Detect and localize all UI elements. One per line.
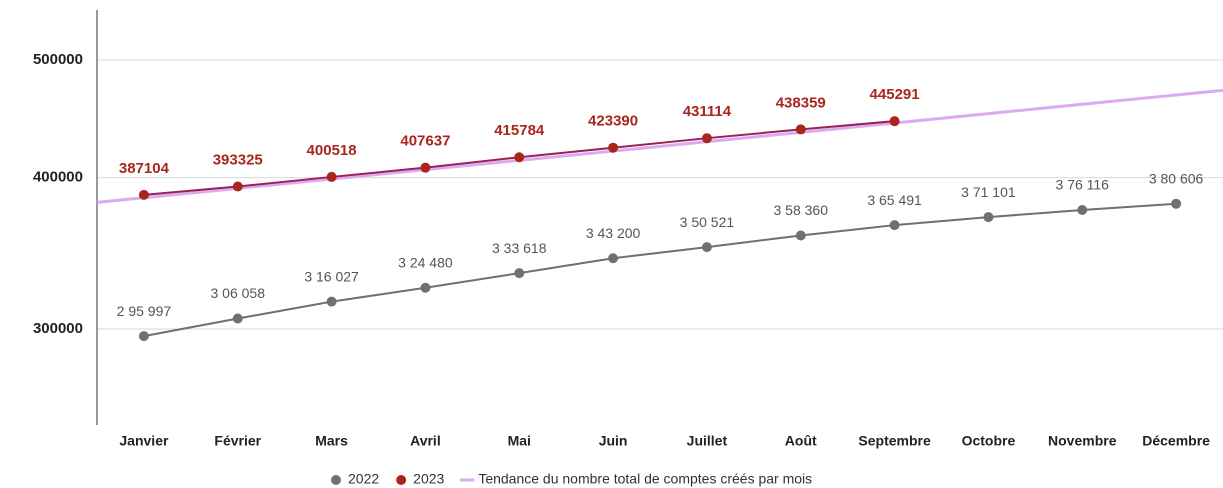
data-label: 438359	[776, 94, 826, 111]
point	[232, 313, 243, 324]
point	[232, 181, 243, 192]
data-label: 3 50 521	[680, 214, 735, 230]
data-label: 3 76 116	[1056, 177, 1110, 193]
trend-line	[96, 88, 1223, 204]
data-label: 393325	[213, 151, 263, 168]
point	[795, 230, 806, 241]
data-label: 445291	[870, 86, 920, 103]
data-label: 415784	[494, 122, 545, 139]
data-label: 3 58 360	[774, 202, 829, 218]
legend-marker	[396, 475, 407, 485]
x-tick-label: Juillet	[687, 433, 728, 449]
data-label: 3 65 491	[867, 192, 922, 208]
legend-label: Tendance du nombre total de comptes créé…	[478, 471, 812, 487]
point	[983, 212, 994, 223]
data-label: 3 16 027	[304, 268, 359, 284]
data-label: 3 06 058	[211, 285, 266, 301]
point	[138, 189, 149, 200]
data-label: 387104	[119, 160, 170, 177]
point	[326, 296, 337, 307]
data-label: 407637	[400, 133, 450, 150]
point	[608, 142, 619, 153]
point	[608, 253, 619, 264]
point	[889, 116, 900, 127]
point	[889, 220, 900, 231]
point	[326, 171, 337, 182]
x-tick-label: Septembre	[858, 433, 931, 449]
x-tick-label: Février	[214, 433, 261, 449]
legend-marker	[331, 475, 341, 485]
point	[138, 331, 149, 342]
data-label: 423390	[588, 113, 638, 130]
data-label: 2 95 997	[117, 303, 172, 319]
data-label: 3 80 606	[1149, 170, 1204, 186]
x-tick-label: Janvier	[119, 433, 169, 449]
legend-label: 2022	[348, 471, 379, 487]
series-line	[143, 202, 1177, 338]
data-label: 3 33 618	[492, 240, 547, 256]
point	[420, 162, 431, 173]
y-tick-label: 300000	[33, 320, 83, 337]
x-tick-label: Mai	[508, 433, 531, 449]
x-tick-label: Août	[785, 433, 817, 449]
point	[795, 124, 806, 135]
data-label: 400518	[307, 142, 357, 159]
point	[514, 152, 525, 163]
x-tick-label: Octobre	[962, 433, 1016, 449]
data-label: 3 24 480	[398, 254, 453, 270]
point	[701, 133, 712, 144]
point	[420, 282, 431, 293]
data-label: 3 43 200	[586, 225, 641, 241]
point	[701, 242, 712, 253]
x-tick-label: Novembre	[1048, 433, 1117, 449]
point	[1077, 205, 1088, 216]
x-tick-label: Avril	[410, 433, 441, 449]
data-label: 3 71 101	[961, 184, 1016, 200]
x-tick-label: Décembre	[1142, 433, 1210, 449]
x-tick-label: Juin	[599, 433, 628, 449]
y-tick-label: 400000	[33, 169, 83, 186]
legend-label: 2023	[413, 471, 444, 487]
data-label: 431114	[683, 103, 732, 120]
x-tick-label: Mars	[315, 433, 348, 449]
point	[514, 268, 525, 279]
y-tick-label: 500000	[33, 51, 83, 68]
point	[1171, 198, 1182, 209]
